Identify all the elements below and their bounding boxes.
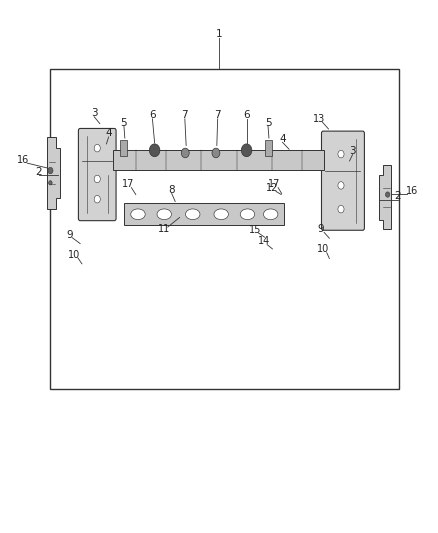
Text: 5: 5 [120, 118, 127, 127]
Circle shape [94, 175, 100, 183]
Text: 6: 6 [149, 110, 156, 120]
FancyBboxPatch shape [321, 131, 364, 230]
Circle shape [241, 144, 252, 157]
Text: 12: 12 [266, 183, 279, 193]
Text: 5: 5 [265, 118, 272, 127]
Circle shape [385, 192, 390, 197]
Circle shape [338, 150, 344, 158]
Text: 16: 16 [17, 155, 29, 165]
Bar [265, 140, 272, 156]
Text: 7: 7 [181, 110, 188, 120]
Text: 11: 11 [158, 224, 170, 234]
Ellipse shape [263, 209, 278, 220]
Ellipse shape [186, 209, 200, 220]
Ellipse shape [240, 209, 254, 220]
Text: 4: 4 [279, 134, 286, 143]
Text: 2: 2 [394, 191, 401, 201]
Text: 6: 6 [243, 110, 250, 120]
Circle shape [338, 205, 344, 213]
Text: 17: 17 [122, 180, 134, 189]
Text: 10: 10 [68, 250, 81, 260]
Circle shape [94, 144, 100, 152]
Text: 13: 13 [313, 114, 325, 124]
Bar [50, 69, 399, 389]
Ellipse shape [157, 209, 172, 220]
Text: 9: 9 [66, 230, 73, 239]
Text: 1: 1 [215, 29, 223, 39]
Bar [113, 150, 324, 170]
Ellipse shape [214, 209, 229, 220]
Polygon shape [379, 165, 391, 229]
Text: 17: 17 [268, 180, 281, 189]
Text: 4: 4 [105, 128, 112, 138]
Circle shape [181, 148, 189, 158]
Text: 14: 14 [258, 237, 270, 246]
Text: 10: 10 [317, 245, 329, 254]
Text: 8: 8 [168, 185, 175, 195]
Text: 2: 2 [35, 167, 42, 176]
Text: 16: 16 [406, 186, 418, 196]
Text: 9: 9 [318, 224, 325, 234]
Bar [120, 140, 127, 156]
Text: 15: 15 [249, 225, 261, 235]
Circle shape [149, 144, 160, 157]
Text: 3: 3 [349, 146, 356, 156]
Circle shape [49, 181, 52, 185]
Bar [124, 203, 284, 225]
Text: 3: 3 [91, 108, 98, 118]
Ellipse shape [131, 209, 145, 220]
Text: 7: 7 [214, 110, 221, 120]
FancyBboxPatch shape [78, 128, 116, 221]
Circle shape [48, 167, 53, 174]
Circle shape [338, 182, 344, 189]
Polygon shape [47, 137, 60, 209]
Circle shape [212, 148, 220, 158]
Circle shape [94, 196, 100, 203]
